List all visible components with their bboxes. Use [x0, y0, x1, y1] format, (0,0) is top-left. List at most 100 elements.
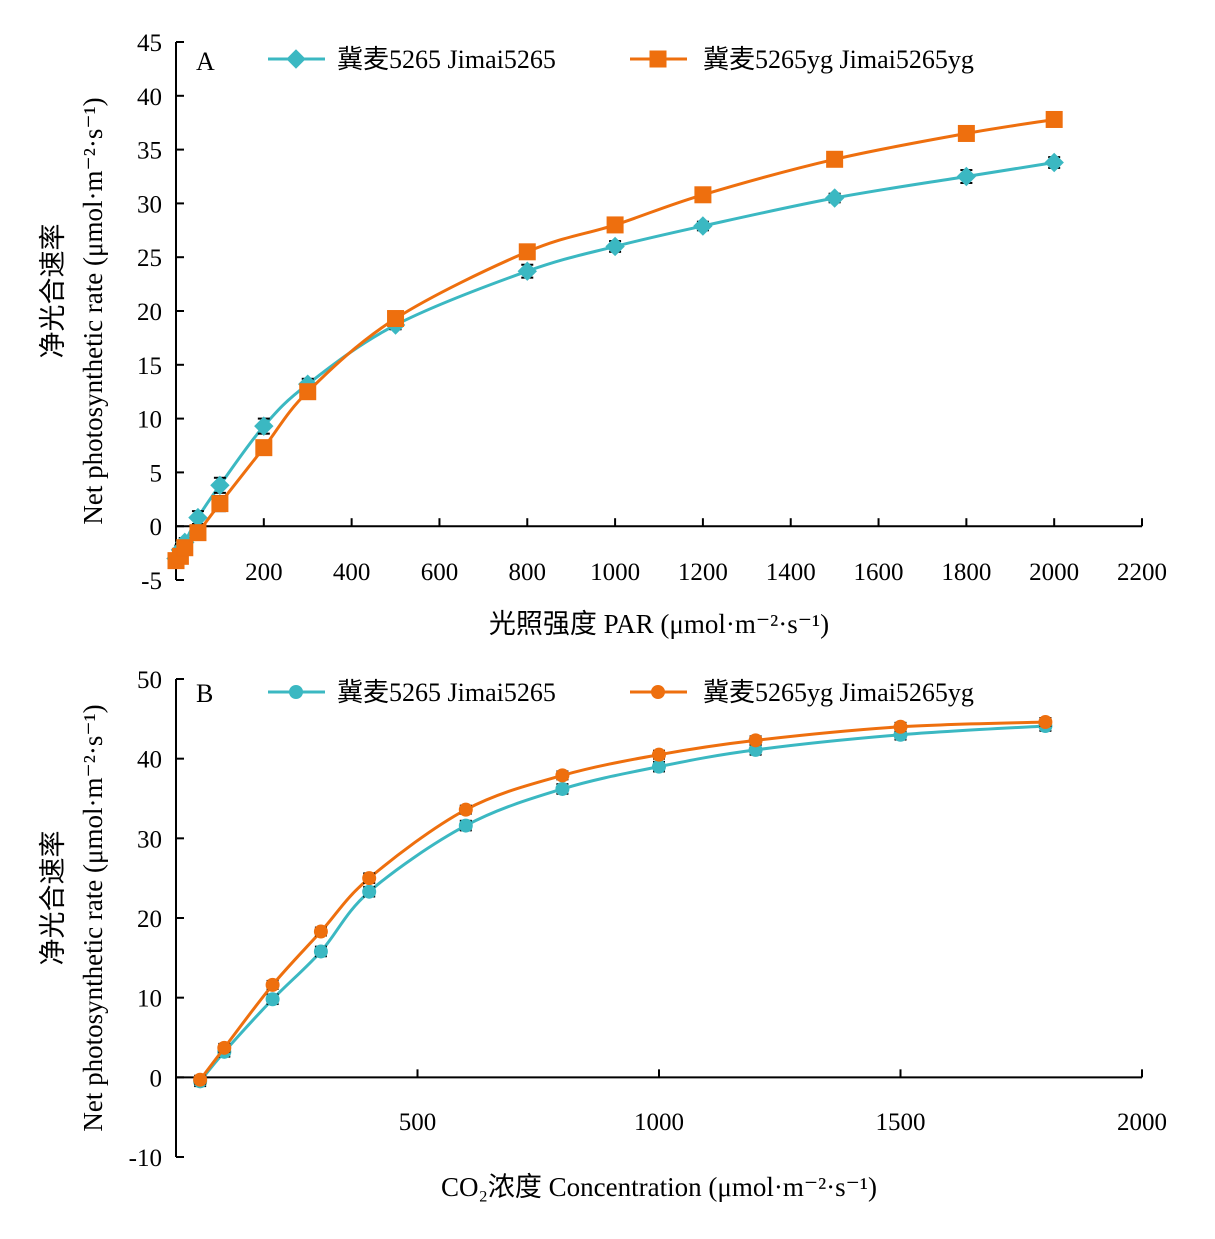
y-axis-label-cn: 净光合速率	[38, 224, 68, 359]
y-tick-label: 40	[137, 747, 162, 774]
data-point	[313, 924, 328, 939]
legend-label: 冀麦5265yg Jimai5265yg	[703, 678, 974, 707]
y-tick-label: 10	[137, 986, 162, 1013]
y-tick-label: 25	[137, 245, 162, 272]
data-point	[265, 977, 280, 992]
series-line	[198, 720, 1046, 1081]
data-point	[254, 416, 274, 436]
data-point	[1044, 152, 1064, 173]
data-point	[189, 524, 207, 542]
legend-entry: 冀麦5265yg Jimai5265yg	[630, 45, 974, 74]
data-point	[957, 124, 975, 142]
data-point	[652, 759, 666, 774]
series-line	[174, 117, 1055, 562]
series-1	[193, 719, 1053, 1089]
series-line	[198, 724, 1046, 1083]
series-1	[166, 152, 1064, 569]
data-point	[748, 733, 763, 748]
data-point	[1038, 715, 1053, 730]
data-point	[893, 719, 908, 734]
x-tick-label: 1200	[678, 559, 728, 586]
data-point	[211, 495, 229, 513]
y-tick-label: 5	[150, 460, 163, 487]
y-tick-label: 45	[137, 30, 162, 57]
y-axis-label: Net photosynthetic rate (μmol·m⁻²·s⁻¹)	[78, 97, 108, 524]
legend-marker	[649, 50, 667, 68]
x-tick-label: 2000	[1117, 1109, 1167, 1136]
data-point	[652, 747, 666, 762]
legend-entry: 冀麦5265 Jimai5265	[268, 678, 556, 707]
data-point	[362, 871, 377, 886]
y-tick-label: -5	[141, 568, 162, 595]
data-point	[265, 992, 280, 1007]
y-axis-label-cn: 净光合速率	[38, 831, 68, 966]
data-point	[217, 1040, 232, 1055]
data-point	[518, 243, 536, 261]
y-tick-label: 30	[137, 191, 162, 218]
data-point	[313, 944, 328, 959]
panel-label: B	[196, 679, 213, 708]
legend-entry: 冀麦5265 Jimai5265	[268, 45, 556, 74]
y-tick-label: -10	[129, 1145, 162, 1172]
legend-label: 冀麦5265 Jimai5265	[337, 45, 556, 74]
y-tick-label: 0	[150, 514, 163, 541]
x-axis-label: 光照强度 PAR (μmol·m⁻²·s⁻¹)	[489, 609, 829, 639]
x-tick-label: 800	[509, 559, 547, 586]
series-2	[167, 110, 1063, 570]
x-tick-label: 1400	[766, 559, 816, 586]
data-point	[458, 818, 473, 833]
x-tick-label: 600	[421, 559, 459, 586]
data-point	[517, 261, 537, 281]
y-tick-label: 20	[137, 299, 162, 326]
data-point	[176, 539, 194, 557]
y-tick-label: 30	[137, 826, 162, 853]
x-tick-label: 1600	[854, 559, 904, 586]
legend-marker	[651, 685, 665, 699]
data-point	[605, 236, 625, 257]
y-tick-label: 20	[137, 906, 162, 933]
data-point	[1045, 110, 1063, 128]
data-point	[299, 383, 317, 401]
legend-marker	[289, 685, 303, 699]
x-tick-label: 1500	[876, 1109, 926, 1136]
legend-marker	[286, 49, 306, 69]
y-tick-label: 15	[137, 353, 162, 380]
y-tick-label: 0	[150, 1065, 163, 1092]
data-point	[458, 802, 473, 817]
data-point	[826, 150, 844, 168]
panel-label: A	[196, 47, 215, 76]
legend-entry: 冀麦5265yg Jimai5265yg	[630, 678, 974, 707]
chart-panel-b: -10 0 10 20 30 40 50 500 1000 1500 2000 CO₂浓度 Conce…	[38, 667, 1167, 1202]
x-axis-label: CO₂浓度 Concentration (μmol·m⁻²·s⁻¹)	[441, 1172, 877, 1202]
x-tick-label: 1000	[590, 559, 640, 586]
data-point	[193, 1072, 208, 1087]
legend-label: 冀麦5265 Jimai5265	[337, 678, 556, 707]
data-point	[956, 166, 977, 187]
data-point	[255, 439, 273, 457]
legend-label: 冀麦5265yg Jimai5265yg	[703, 45, 974, 74]
data-point	[555, 781, 570, 796]
data-point	[387, 310, 405, 328]
x-tick-label: 2200	[1117, 559, 1167, 586]
data-point	[362, 884, 377, 899]
x-tick-label: 1000	[634, 1109, 684, 1136]
data-point	[555, 768, 570, 783]
data-point	[694, 186, 712, 204]
x-tick-label: 200	[245, 559, 283, 586]
y-tick-label: 10	[137, 407, 162, 434]
data-point	[824, 188, 845, 208]
y-tick-label: 40	[137, 84, 162, 111]
y-tick-label: 35	[137, 138, 162, 165]
x-tick-label: 400	[333, 559, 371, 586]
data-point	[210, 475, 230, 496]
series-2	[193, 715, 1053, 1087]
y-tick-label: 50	[137, 667, 162, 694]
x-tick-label: 2000	[1029, 559, 1079, 586]
data-point	[693, 216, 713, 236]
x-tick-label: 1800	[941, 559, 991, 586]
y-axis-label: Net photosynthetic rate (μmol·m⁻²·s⁻¹)	[78, 704, 108, 1131]
x-tick-label: 500	[399, 1109, 437, 1136]
data-point	[606, 216, 624, 234]
chart-panel-a: -5 0 5 10 15 20 25 30 35 40 45 200 400 600 800 1000 1200…	[38, 30, 1167, 639]
